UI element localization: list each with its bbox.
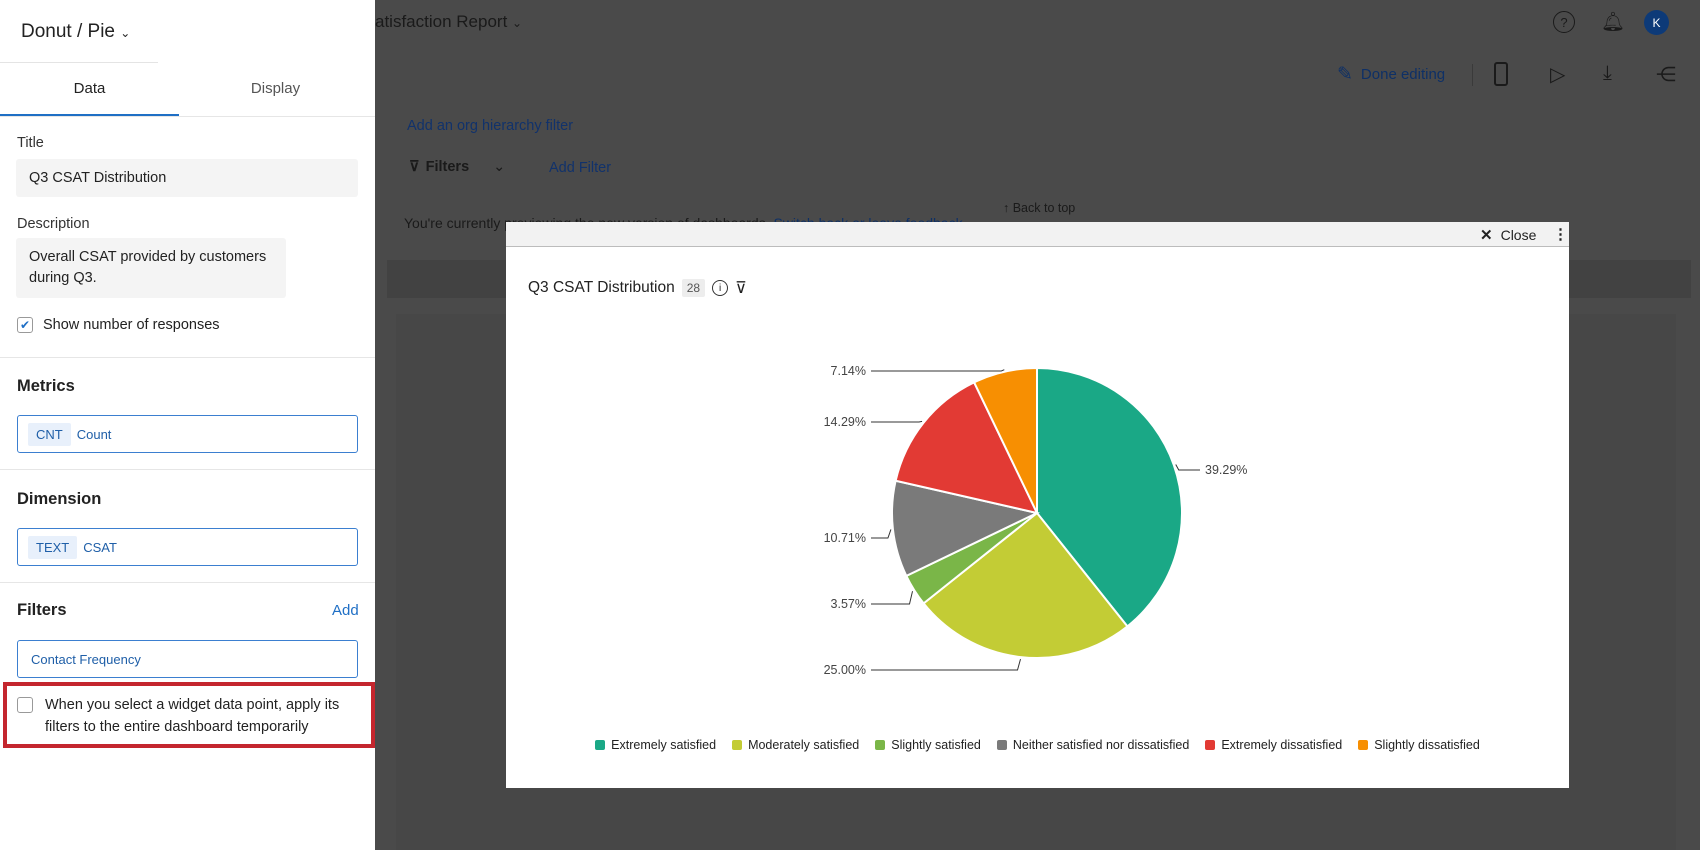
legend-label: Extremely dissatisfied: [1221, 738, 1343, 752]
legend-label: Slightly satisfied: [891, 738, 981, 752]
legend-label: Extremely satisfied: [611, 738, 717, 752]
widget-header: Q3 CSAT Distribution 28 i ⊽: [528, 278, 747, 298]
leader-line: [871, 420, 923, 423]
title-label: Title: [17, 135, 44, 151]
legend-swatch: [1358, 740, 1369, 750]
widget-title: Q3 CSAT Distribution: [528, 279, 675, 296]
data-label: 7.14%: [831, 364, 866, 378]
title-input[interactable]: Q3 CSAT Distribution: [16, 159, 358, 197]
more-options-icon[interactable]: ⋮: [1553, 226, 1568, 243]
leader-line: [871, 591, 914, 605]
legend-item[interactable]: Moderately satisfied: [732, 738, 859, 752]
modal-header: [506, 222, 1569, 247]
filter-field[interactable]: Contact Frequency: [17, 640, 358, 678]
data-label: 25.00%: [824, 663, 866, 677]
metric-tag: CNT: [28, 422, 71, 446]
chevron-down-icon: ⌄: [493, 159, 506, 175]
legend-label: Neither satisfied nor dissatisfied: [1012, 738, 1190, 752]
divider: [0, 582, 375, 583]
legend-item[interactable]: Neither satisfied nor dissatisfied: [996, 738, 1190, 752]
widget-editor-sidebar: Donut / Pie ⌄ Data Display Title Q3 CSAT…: [0, 0, 375, 850]
legend-swatch: [1205, 740, 1216, 750]
edit-icon: ✎: [1337, 64, 1353, 85]
legend-swatch: [875, 740, 886, 750]
dimension-field[interactable]: TEXT CSAT: [17, 528, 358, 566]
data-label: 39.29%: [1205, 463, 1247, 477]
filter-icon[interactable]: ⊽: [735, 280, 747, 297]
info-icon[interactable]: i: [712, 280, 729, 296]
report-title[interactable]: atisfaction Report ⌄: [375, 12, 523, 31]
divider: [0, 469, 375, 470]
legend-swatch: [595, 740, 606, 750]
leader-line: [871, 658, 1021, 671]
pie-slice-0[interactable]: [1036, 366, 1184, 628]
apply-filters-checkbox[interactable]: When you select a widget data point, app…: [17, 694, 357, 738]
add-filter-button[interactable]: Add: [332, 602, 359, 619]
add-org-hierarchy-filter-link[interactable]: Add an org hierarchy filter: [407, 118, 574, 134]
checkmark-icon: ✔: [17, 317, 33, 333]
pie-slice-3[interactable]: [891, 479, 1041, 578]
chevron-down-icon: ⌄: [120, 26, 131, 40]
checkbox[interactable]: [17, 697, 33, 713]
divider: [0, 116, 375, 117]
legend-label: Moderately satisfied: [748, 738, 860, 752]
pie-slice-4[interactable]: [894, 381, 1039, 515]
bell-icon[interactable]: 🔔︎: [1601, 12, 1626, 33]
legend-swatch: [996, 740, 1007, 750]
done-editing-button[interactable]: ✎ Done editing: [1337, 64, 1446, 85]
tab-display[interactable]: Display: [250, 80, 301, 97]
share-icon[interactable]: ⋲: [1656, 64, 1676, 86]
pie-slice-5[interactable]: [972, 366, 1038, 514]
description-label: Description: [17, 216, 90, 232]
description-input[interactable]: Overall CSAT provided by customers durin…: [16, 238, 286, 298]
data-label: 10.71%: [824, 531, 866, 545]
download-icon[interactable]: ⤓: [1603, 62, 1612, 84]
response-count-badge: 28: [681, 279, 706, 297]
divider: [0, 357, 375, 358]
highlight-box: [3, 682, 375, 748]
tab-data[interactable]: Data: [73, 80, 106, 97]
close-icon: ✕: [1480, 227, 1493, 244]
play-icon[interactable]: ▷: [1550, 64, 1566, 86]
chart-legend: Extremely satisfied Moderately satisfied S…: [506, 738, 1569, 752]
avatar[interactable]: K: [1644, 10, 1669, 35]
legend-item[interactable]: Slightly dissatisfied: [1358, 738, 1480, 752]
leader-line: [1175, 464, 1200, 471]
legend-item[interactable]: Extremely satisfied: [595, 738, 716, 752]
chart-type-dropdown[interactable]: Donut / Pie ⌄: [21, 21, 131, 42]
back-to-top-link[interactable]: ↑ Back to top: [1003, 201, 1076, 215]
metric-field[interactable]: CNT Count: [17, 415, 358, 453]
pie-slice-1[interactable]: [922, 511, 1129, 659]
show-responses-checkbox[interactable]: ✔ Show number of responses: [17, 317, 220, 333]
filters-dropdown[interactable]: ⊽ Filters ⌄: [409, 159, 506, 175]
data-label: 3.57%: [831, 597, 866, 611]
leader-line: [871, 529, 892, 539]
legend-label: Slightly dissatisfied: [1374, 738, 1480, 752]
metrics-heading: Metrics: [17, 377, 75, 395]
mobile-icon[interactable]: [1494, 62, 1508, 86]
divider: [1472, 64, 1473, 86]
legend-item[interactable]: Extremely dissatisfied: [1205, 738, 1342, 752]
active-tab-indicator: [0, 114, 179, 116]
close-button[interactable]: ✕ Close: [1480, 227, 1537, 244]
help-icon[interactable]: ?: [1553, 11, 1575, 33]
legend-swatch: [732, 740, 743, 750]
leader-line: [871, 369, 1005, 372]
filter-icon: ⊽: [409, 159, 420, 175]
filters-heading: Filters: [17, 601, 67, 619]
legend-item[interactable]: Slightly satisfied: [875, 738, 981, 752]
divider: [0, 62, 158, 63]
chevron-down-icon: ⌄: [512, 16, 523, 30]
dimension-heading: Dimension: [17, 490, 102, 508]
dimension-tag: TEXT: [28, 535, 78, 559]
data-label: 14.29%: [824, 415, 866, 429]
add-filter-link[interactable]: Add Filter: [549, 160, 612, 176]
